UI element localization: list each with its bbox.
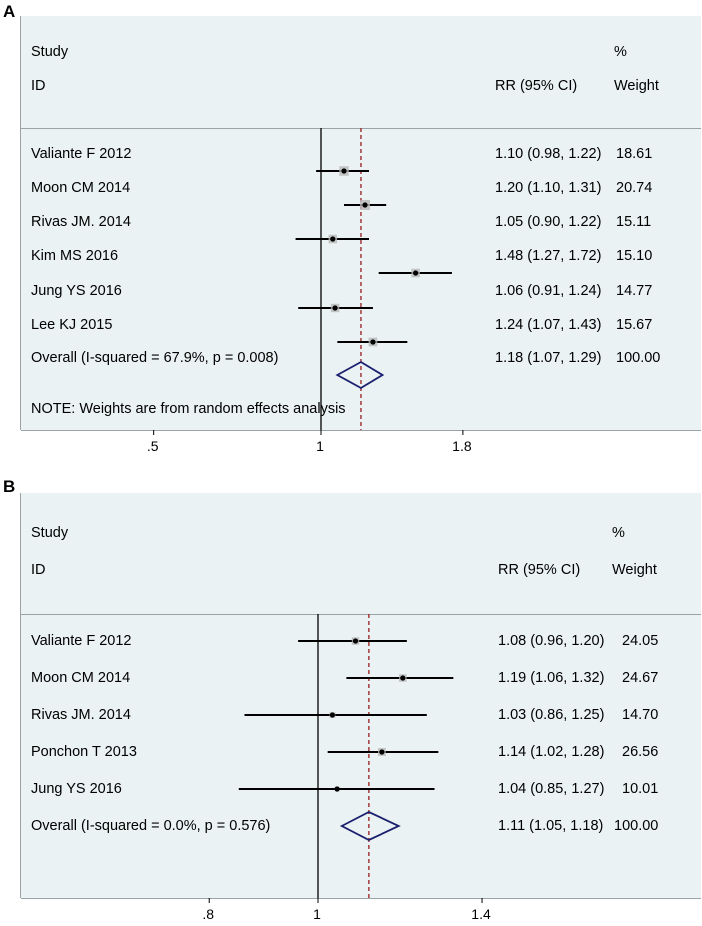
study-label: Rivas JM. 2014 (31, 707, 131, 723)
rr-header: RR (95% CI) (495, 78, 578, 94)
rr-value: 1.03 (0.86, 1.25) (498, 707, 605, 723)
overall-weight-value: 100.00 (616, 350, 661, 366)
x-axis-line (21, 898, 701, 899)
rr-value: 1.06 (0.91, 1.24) (495, 283, 602, 299)
x-axis-tick-label: 1 (313, 906, 321, 922)
rr-value: 1.04 (0.85, 1.27) (498, 781, 605, 797)
pct-header: % (614, 44, 627, 60)
weight-value: 14.70 (622, 707, 659, 723)
study-label: Moon CM 2014 (31, 180, 131, 196)
id-header: ID (31, 78, 46, 94)
study-header: Study (31, 525, 69, 541)
weight-value: 15.11 (616, 214, 652, 230)
study-label: Kim MS 2016 (31, 248, 119, 264)
point-estimate (334, 786, 340, 792)
overall-diamond (335, 360, 385, 390)
study-label: Rivas JM. 2014 (31, 214, 131, 230)
point-estimate (370, 339, 376, 345)
weight-value: 20.74 (616, 180, 653, 196)
weight-value: 10.01 (622, 781, 659, 797)
x-axis-line (21, 430, 701, 431)
overall-label: Overall (I-squared = 67.9%, p = 0.008) (31, 350, 279, 366)
rr-value: 1.24 (1.07, 1.43) (495, 317, 602, 333)
rr-value: 1.48 (1.27, 1.72) (495, 248, 602, 264)
x-axis-tick-label: 1 (316, 438, 324, 454)
point-estimate (332, 305, 338, 311)
panel-b-letter: B (3, 477, 16, 496)
study-label: Moon CM 2014 (31, 670, 131, 686)
weight-header: Weight (614, 78, 659, 94)
point-estimate (400, 675, 406, 681)
pct-header: % (612, 525, 625, 541)
point-estimate (341, 168, 347, 174)
weight-value: 14.77 (616, 283, 653, 299)
point-estimate (413, 270, 419, 276)
study-label: Jung YS 2016 (31, 781, 122, 797)
overall-weight-value: 100.00 (614, 818, 659, 834)
point-estimate (330, 236, 336, 242)
id-header: ID (31, 562, 46, 578)
forest-plot-svg-a (153, 128, 464, 435)
rr-value: 1.05 (0.90, 1.22) (495, 214, 602, 230)
note-text: NOTE: Weights are from random effects an… (31, 401, 346, 417)
study-label: Valiante F 2012 (31, 633, 132, 649)
x-axis-tick-label: 1.8 (452, 438, 472, 454)
weight-value: 26.56 (622, 744, 659, 760)
rr-value: 1.14 (1.02, 1.28) (498, 744, 605, 760)
point-estimate (329, 712, 336, 718)
rr-value: 1.10 (0.98, 1.22) (495, 146, 602, 162)
forest-plot-panel-b: Study ID % RR (95% CI) Weight Valiante F… (20, 493, 701, 903)
study-label: Jung YS 2016 (31, 283, 122, 299)
point-estimate (362, 202, 368, 208)
study-label: Valiante F 2012 (31, 146, 132, 162)
study-label: Lee KJ 2015 (31, 317, 113, 333)
point-estimate (352, 638, 359, 644)
weight-header: Weight (612, 562, 657, 578)
study-header: Study (31, 44, 69, 60)
weight-value: 24.05 (622, 633, 659, 649)
overall-rr-value: 1.11 (1.05, 1.18) (498, 818, 604, 834)
forest-plot-panel-a: Study ID % RR (95% CI) Weight Valiante F… (20, 16, 701, 435)
study-label: Ponchon T 2013 (31, 744, 137, 760)
rr-value: 1.08 (0.96, 1.20) (498, 633, 605, 649)
rr-header: RR (95% CI) (498, 562, 581, 578)
panel-a-letter: A (3, 2, 16, 21)
weight-value: 24.67 (622, 670, 659, 686)
overall-rr-value: 1.18 (1.07, 1.29) (495, 350, 602, 366)
rr-value: 1.20 (1.10, 1.31) (495, 180, 602, 196)
forest-plot-svg-b (208, 614, 483, 903)
header-divider (21, 614, 701, 615)
point-estimate (379, 749, 385, 755)
x-axis-tick-label: .8 (202, 906, 215, 922)
weight-value: 15.67 (616, 317, 653, 333)
overall-diamond (339, 810, 401, 842)
rr-value: 1.19 (1.06, 1.32) (498, 670, 605, 686)
overall-label: Overall (I-squared = 0.0%, p = 0.576) (31, 818, 271, 834)
weight-value: 15.10 (616, 248, 653, 264)
x-axis-tick-label: .5 (146, 438, 159, 454)
x-axis-tick-label: 1.4 (471, 906, 491, 922)
weight-value: 18.61 (616, 146, 653, 162)
